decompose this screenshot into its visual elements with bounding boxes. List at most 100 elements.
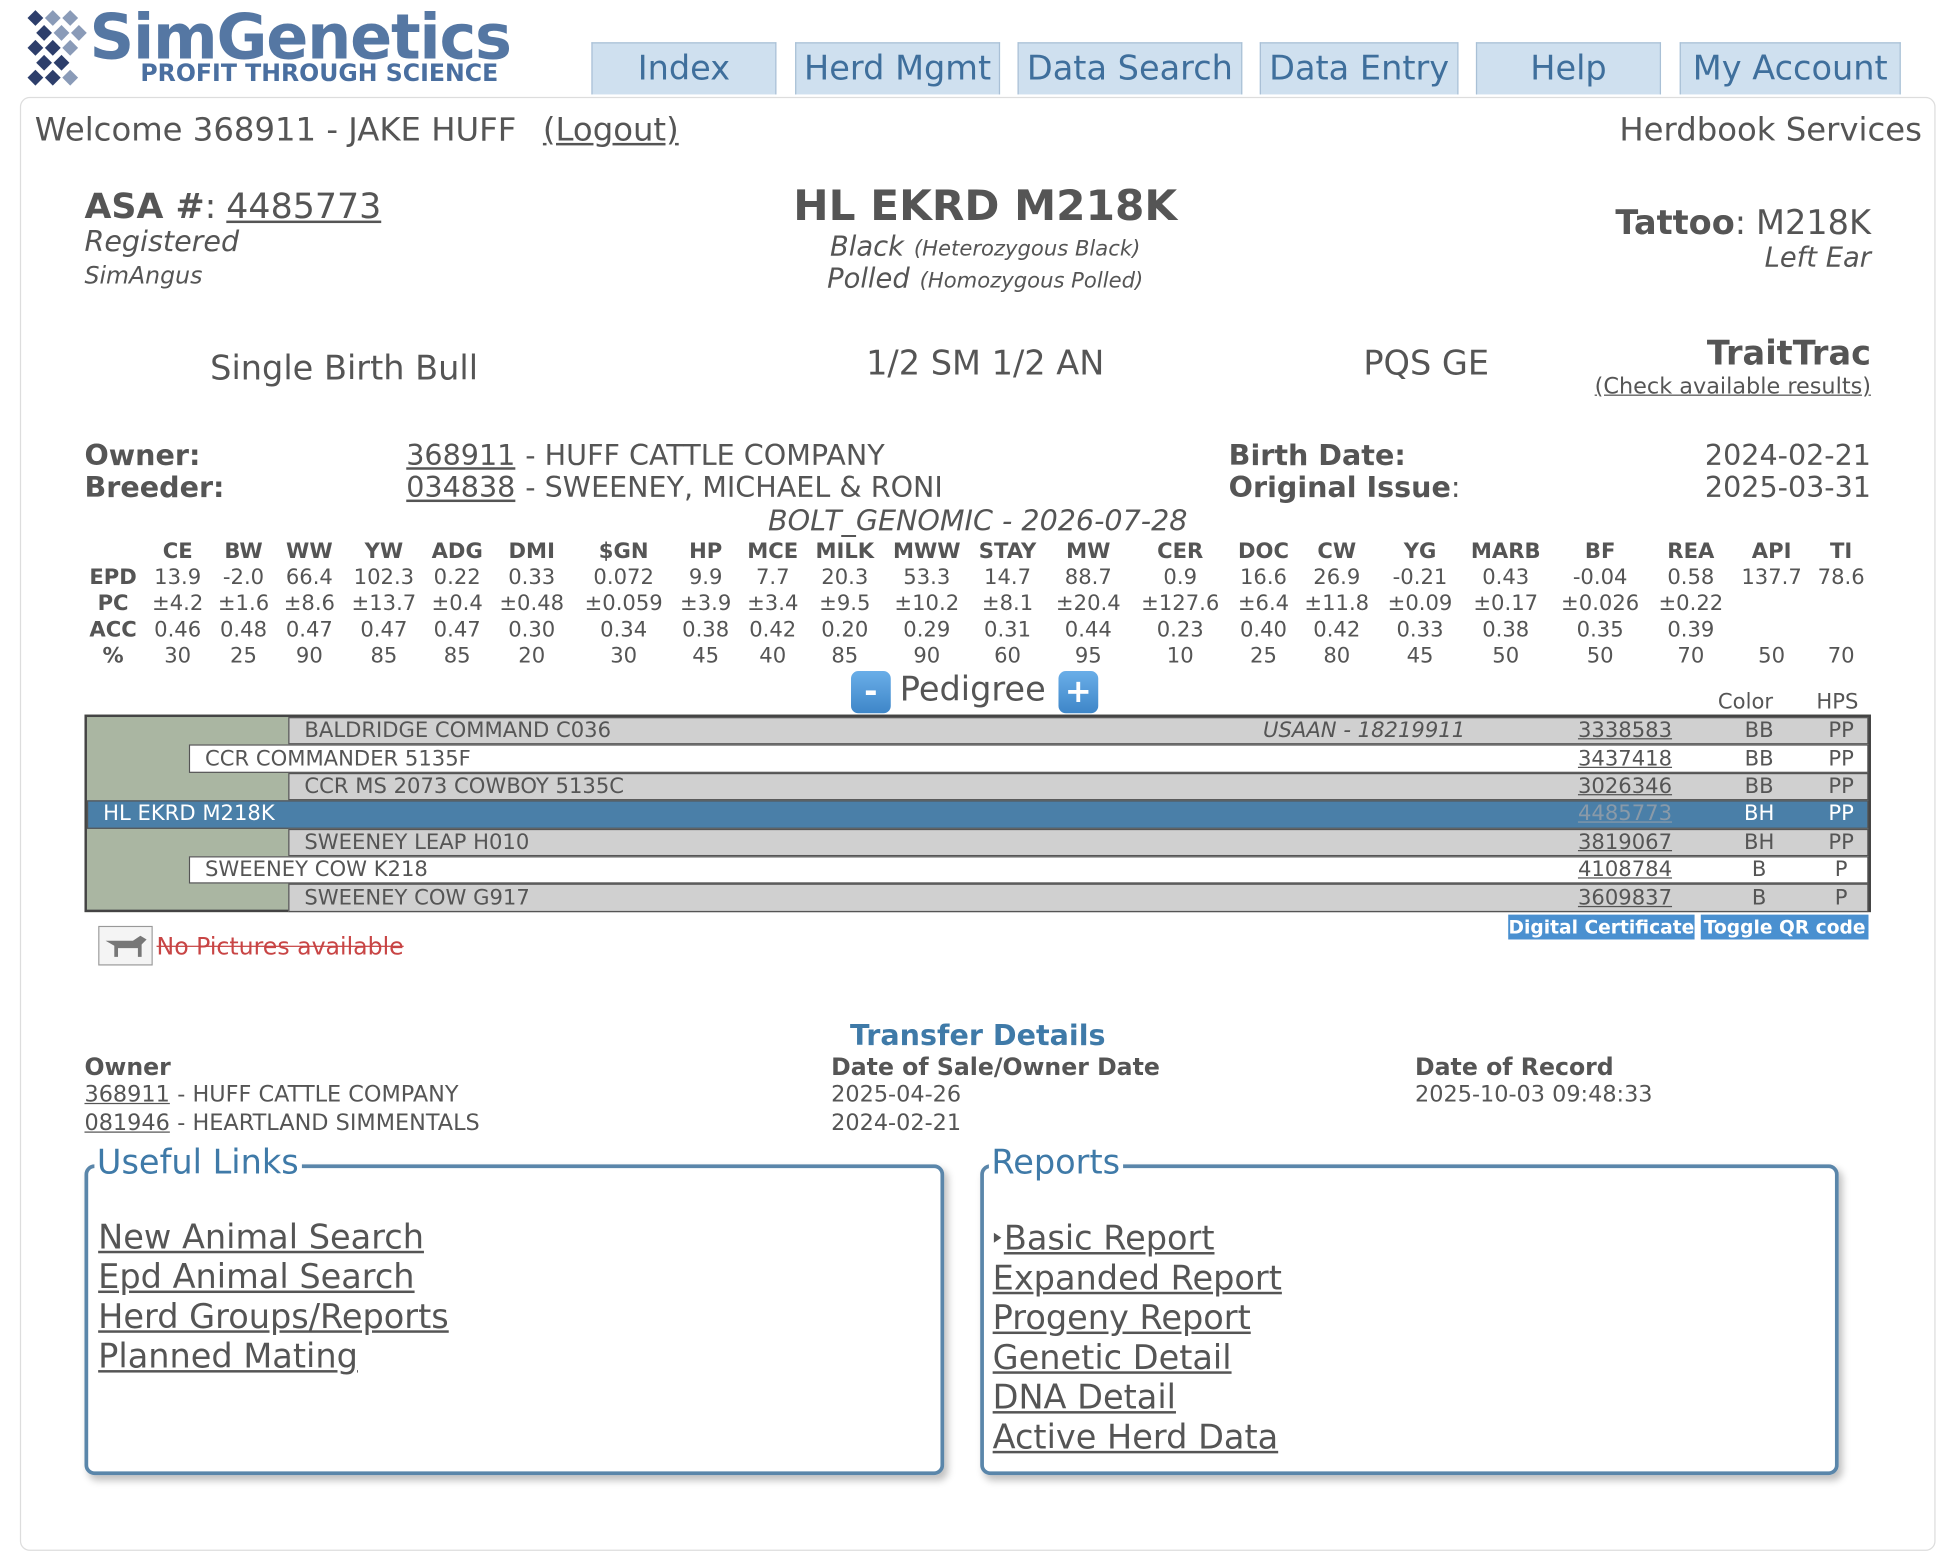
hps-status: PP bbox=[1828, 829, 1854, 855]
owner-name: - HUFF CATTLE COMPANY bbox=[177, 1081, 459, 1108]
owner-id[interactable]: 368911 bbox=[406, 439, 516, 473]
animal-name[interactable]: CCR MS 2073 COWBOY 5135C bbox=[304, 774, 625, 800]
animal-name[interactable]: SWEENEY LEAP H010 bbox=[304, 829, 530, 855]
useful-link[interactable]: Epd Animal Search bbox=[98, 1258, 415, 1297]
report-link[interactable]: Genetic Detail bbox=[992, 1339, 1232, 1378]
epd-cell-wrap: 0.58 bbox=[1667, 565, 1714, 590]
epd-cell: 137.7 bbox=[1741, 565, 1802, 591]
epd-column: MWW bbox=[892, 539, 961, 565]
status: Registered bbox=[84, 226, 240, 259]
epd-cell: ±0.026 bbox=[1561, 591, 1640, 617]
pedigree-row: SWEENEY COW K218 4108784 B P bbox=[188, 856, 1869, 885]
issue-label-line: Original Issue: bbox=[1229, 472, 1461, 504]
nav-tab[interactable]: Herd Mgmt bbox=[795, 42, 1001, 95]
report-link[interactable]: DNA Detail bbox=[992, 1378, 1176, 1418]
report-link[interactable]: Active Herd Data bbox=[992, 1418, 1279, 1458]
logout-link[interactable]: (Logout) bbox=[542, 111, 679, 150]
sale-date: 2025-04-26 bbox=[831, 1081, 962, 1108]
pedigree-row: SWEENEY COW G917 3609837 B P bbox=[288, 884, 1869, 912]
logo-title: SimGenetics bbox=[89, 1, 512, 74]
epd-cell-wrap: 85 bbox=[370, 644, 397, 669]
service-name-wrap: Herdbook Services bbox=[1619, 112, 1922, 149]
epd-cell-wrap: 0.072 bbox=[593, 565, 653, 590]
epd-cell: 80 bbox=[1323, 643, 1351, 669]
nav-tab[interactable]: Data Entry bbox=[1259, 42, 1459, 95]
breed-wrap: SimAngus bbox=[84, 262, 202, 289]
coat-color: Black bbox=[830, 231, 904, 263]
epd-cell-wrap: ±9.5 bbox=[819, 592, 870, 617]
pedigree-title-wrap: Pedigree bbox=[900, 670, 1046, 709]
registration-number[interactable]: 4485773 bbox=[1577, 802, 1673, 827]
registry-note: USAAN - 18219911 bbox=[1263, 718, 1466, 744]
sale-date: 2024-02-21 bbox=[831, 1110, 962, 1137]
birth-type-wrap: Single Birth Bull bbox=[210, 350, 478, 389]
certificate-button[interactable]: Digital Certificate bbox=[1508, 914, 1695, 940]
certificate-button[interactable]: Toggle QR code bbox=[1700, 914, 1869, 940]
registration-number[interactable]: 3338583 bbox=[1577, 718, 1673, 744]
epd-column: MARB bbox=[1470, 539, 1541, 565]
registration-number[interactable]: 3026346 bbox=[1577, 774, 1673, 800]
epd-cell: -0.04 bbox=[1572, 565, 1628, 591]
asa-sep: : bbox=[204, 185, 217, 227]
epd-cell-wrap: 0.48 bbox=[220, 618, 267, 643]
report-link[interactable]: Basic Report bbox=[1003, 1219, 1215, 1259]
epd-cell: ±11.8 bbox=[1304, 591, 1370, 617]
collapse-button[interactable]: - bbox=[851, 671, 891, 714]
epd-column-wrap: API bbox=[1752, 539, 1792, 564]
nav-tab[interactable]: Data Search bbox=[1017, 42, 1243, 95]
epd-row-label: PC bbox=[97, 591, 129, 617]
animal-name[interactable]: BALDRIDGE COMMAND C036 bbox=[304, 718, 612, 744]
useful-link-wrap: Herd Groups/Reports bbox=[98, 1298, 449, 1337]
epd-cell-wrap: 0.47 bbox=[434, 618, 481, 643]
useful-link[interactable]: Herd Groups/Reports bbox=[98, 1298, 449, 1337]
epd-row-label-wrap: EPD bbox=[89, 565, 136, 590]
epd-cell: 0.33 bbox=[1396, 617, 1444, 643]
epd-column: MW bbox=[1066, 539, 1111, 565]
epd-cell: ±0.17 bbox=[1473, 591, 1539, 617]
animal-name[interactable]: HL EKRD M218K bbox=[103, 802, 275, 827]
nav-tab[interactable]: My Account bbox=[1679, 42, 1901, 95]
epd-row-label: EPD bbox=[89, 565, 137, 591]
epd-cell-wrap: 30 bbox=[164, 644, 191, 669]
registration-number[interactable]: 3819067 bbox=[1577, 829, 1673, 855]
breeder-label-wrap: Breeder: bbox=[84, 472, 224, 504]
owner-id[interactable]: 081946 bbox=[84, 1110, 170, 1137]
epd-column: YW bbox=[364, 539, 404, 565]
coat-detail: (Heterozygous Black) bbox=[913, 236, 1141, 262]
nav-tab[interactable]: Index bbox=[591, 42, 777, 95]
epd-cell: 0.58 bbox=[1667, 565, 1715, 591]
animal-name[interactable]: SWEENEY COW K218 bbox=[204, 857, 428, 883]
epd-cell: ±3.9 bbox=[680, 591, 732, 617]
breeder-id[interactable]: 034838 bbox=[406, 472, 516, 505]
registration-number[interactable]: 3609837 bbox=[1577, 885, 1673, 911]
expand-button[interactable]: + bbox=[1058, 671, 1099, 714]
registration-number[interactable]: 3437418 bbox=[1577, 746, 1673, 772]
animal-name[interactable]: CCR COMMANDER 5135F bbox=[204, 746, 471, 772]
transfer-column-wrap: Date of Record bbox=[1415, 1054, 1614, 1081]
asa-number[interactable]: 4485773 bbox=[226, 185, 382, 227]
traittrac-link[interactable]: (Check available results) bbox=[1594, 373, 1871, 400]
epd-cell: 90 bbox=[295, 643, 323, 669]
nav-tab[interactable]: Help bbox=[1475, 42, 1662, 95]
report-link[interactable]: Expanded Report bbox=[992, 1259, 1282, 1299]
epd-cell: 0.46 bbox=[154, 617, 202, 643]
issue-date: 2025-03-31 bbox=[1704, 472, 1871, 505]
hps-header-wrap: HPS bbox=[1816, 690, 1858, 715]
epd-cell: 0.22 bbox=[433, 565, 481, 591]
epd-cell-wrap: 26.9 bbox=[1313, 565, 1360, 590]
epd-cell: 95 bbox=[1074, 643, 1102, 669]
useful-link[interactable]: Planned Mating bbox=[98, 1337, 358, 1377]
epd-cell-wrap: -0.21 bbox=[1393, 565, 1448, 590]
registration-number[interactable]: 4108784 bbox=[1577, 857, 1673, 883]
report-link[interactable]: Progeny Report bbox=[992, 1299, 1251, 1338]
epd-cell-wrap: 70 bbox=[1677, 644, 1704, 669]
hps-status: PP bbox=[1828, 718, 1854, 744]
useful-link[interactable]: New Animal Search bbox=[98, 1218, 424, 1257]
reports-title: Reports bbox=[988, 1143, 1123, 1183]
animal-name[interactable]: SWEENEY COW G917 bbox=[304, 885, 530, 911]
epd-cell: 20.3 bbox=[821, 565, 869, 591]
tattoo-line: Tattoo: M218K bbox=[1615, 204, 1871, 243]
traittrac: TraitTrac bbox=[1706, 334, 1871, 374]
birth-type: Single Birth Bull bbox=[210, 349, 479, 389]
owner-id[interactable]: 368911 bbox=[84, 1081, 170, 1108]
